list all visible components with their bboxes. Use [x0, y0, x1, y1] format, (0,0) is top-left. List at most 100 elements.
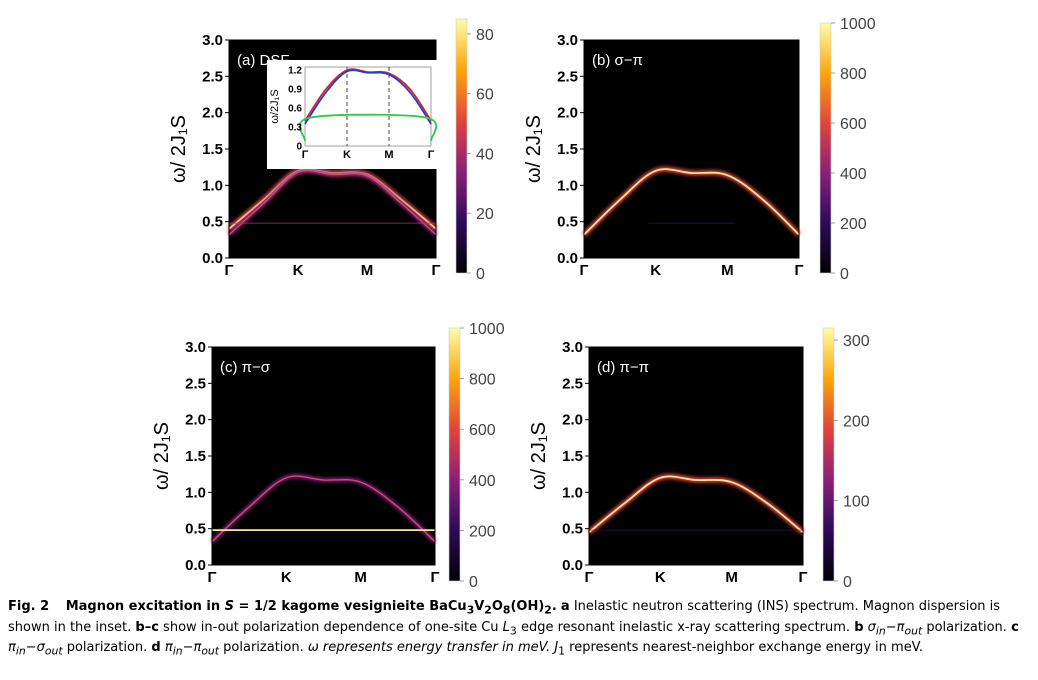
colorbar-tick-label: 1000 [469, 321, 505, 338]
caption-panel-c-letter: c [1011, 619, 1019, 635]
x-tick-label: M [354, 569, 367, 586]
inset-line-green [298, 113, 438, 142]
caption-title: Magnon excitation in S = 1/2 kagome vesi… [65, 599, 557, 617]
y-tick-label: 2.0 [185, 412, 206, 429]
x-tick-label: Γ [430, 569, 439, 586]
colorbar-tick-label: 60 [476, 87, 494, 104]
colorbar-tick-label: 400 [469, 473, 496, 490]
x-tick-label: Γ [207, 569, 216, 586]
colorbar-tick-label: 0 [476, 266, 485, 283]
x-tick-label: Γ [224, 262, 233, 279]
y-tick-label: 0.5 [202, 214, 223, 231]
panel-label: (c) π−σ [220, 359, 271, 376]
y-tick-label: 0.5 [562, 521, 583, 538]
caption-panel-bc-letter: b–c [135, 619, 159, 635]
y-tick-label: 0.0 [562, 557, 583, 574]
inset-line-blue [304, 69, 432, 125]
panel-b: 0.0 0.5 1.0 1.5 2.0 2.5 3.0 Γ K M Γω/ 2J₁S (b) σ−π 1… [523, 16, 876, 283]
inset-y-axis-label: ω/2J₁S [269, 89, 281, 123]
band-lower-magnon [228, 169, 437, 236]
y-tick-label: 2.5 [185, 375, 206, 392]
y-tick-label: 0.0 [557, 250, 578, 267]
inset-frame [304, 66, 432, 147]
inset-x-tick-label: M [384, 149, 393, 161]
colorbar-tick-label: 80 [476, 27, 494, 44]
colorbar-tick-label: 0 [843, 574, 852, 591]
colorbar-tick-label: 200 [469, 523, 496, 540]
colorbar-tick-label: 200 [843, 413, 870, 430]
x-tick-label: K [293, 262, 304, 279]
colorbar-tick-label: 40 [476, 146, 494, 163]
panel-label: (d) π−π [597, 359, 649, 376]
x-tick-label: Γ [584, 569, 593, 586]
y-tick-label: 0.5 [185, 521, 206, 538]
x-tick-label: Γ [431, 262, 440, 279]
y-tick-label: 3.0 [562, 339, 583, 356]
panel-label: (b) σ−π [592, 52, 643, 69]
y-tick-label: 1.0 [202, 177, 223, 194]
y-axis-label: ω/ 2J₁S [523, 115, 545, 183]
y-tick-label: 1.0 [562, 484, 583, 501]
colorbar-tick-label: 300 [843, 333, 870, 350]
inset: 1.20.90.60.30Γ K M Γω/2J₁S [267, 60, 440, 169]
x-tick-label: Γ [798, 569, 807, 586]
plot-area [584, 40, 799, 258]
colorbar-tick-label: 800 [840, 66, 867, 83]
panel-c: 0.0 0.5 1.0 1.5 2.0 2.5 3.0 Γ K M Γω/ 2J₁S (c) π−σ 1… [151, 321, 505, 591]
colorbar-tick-label: 200 [840, 216, 867, 233]
y-axis-label: ω/ 2J₁S [151, 422, 173, 490]
band-magnon [211, 475, 436, 543]
y-tick-label: 1.0 [185, 484, 206, 501]
x-tick-label: M [725, 569, 738, 586]
x-tick-label: M [361, 262, 374, 279]
y-tick-label: 0.5 [557, 214, 578, 231]
y-tick-label: 3.0 [202, 32, 223, 49]
caption-panel-b-letter: b [854, 619, 864, 635]
y-tick-label: 3.0 [185, 339, 206, 356]
y-tick-label: 1.5 [202, 141, 223, 158]
y-tick-label: 2.5 [202, 68, 223, 85]
figure-caption: Fig. 2 Magnon excitation in S = 1/2 kago… [8, 599, 1019, 658]
y-tick-label: 2.5 [557, 68, 578, 85]
colorbar-tick-label: 0 [840, 266, 849, 283]
band-magnon [583, 168, 800, 236]
panel-a: 0.00.51.01.52.02.53.0Γ K M Γω/ 2J₁S(a) DSF8… [168, 18, 494, 283]
y-tick-label: 2.0 [202, 105, 223, 122]
x-tick-label: M [721, 262, 734, 279]
plot-area [589, 347, 803, 565]
colorbar [455, 18, 468, 274]
y-axis-label: ω/ 2J₁S [168, 115, 190, 183]
inset-x-tick-label: K [343, 149, 351, 161]
colorbar [448, 327, 461, 582]
x-tick-label: Γ [579, 262, 588, 279]
x-tick-label: Γ [794, 262, 803, 279]
inset-y-tick-label: 0.6 [288, 104, 302, 115]
y-tick-label: 1.5 [557, 141, 578, 158]
colorbar-tick-label: 20 [476, 206, 494, 223]
inset-x-tick-label: Γ [428, 149, 435, 161]
y-tick-label: 3.0 [557, 32, 578, 49]
inset-y-tick-label: 0 [296, 142, 302, 153]
inset-y-tick-label: 0.3 [288, 123, 302, 134]
y-tick-label: 2.0 [562, 412, 583, 429]
caption-panel-d-letter: d [151, 640, 161, 656]
colorbar-tick-label: 100 [843, 494, 870, 511]
caption-fig-number: Fig. 2 [8, 599, 50, 614]
inset-y-tick-label: 0.9 [288, 85, 302, 96]
x-tick-label: K [281, 569, 292, 586]
colorbar [819, 22, 832, 274]
colorbar-tick-label: 1000 [840, 16, 876, 33]
x-tick-label: K [650, 262, 661, 279]
inset-x-tick-label: Γ [302, 149, 309, 161]
band-magnon [588, 475, 804, 533]
y-tick-label: 0.0 [202, 250, 223, 267]
colorbar-tick-label: 0 [469, 574, 478, 591]
y-tick-label: 2.5 [562, 375, 583, 392]
y-tick-label: 1.0 [557, 177, 578, 194]
colorbar-tick-label: 600 [840, 116, 867, 133]
y-tick-label: 1.5 [562, 448, 583, 465]
y-axis-label: ω/ 2J₁S [528, 422, 550, 490]
y-tick-label: 0.0 [185, 557, 206, 574]
panel-d: 0.0 0.5 1.0 1.5 2.0 2.5 3.0 Γ K M Γω/ 2J₁S (d) π−π 3… [528, 327, 870, 591]
